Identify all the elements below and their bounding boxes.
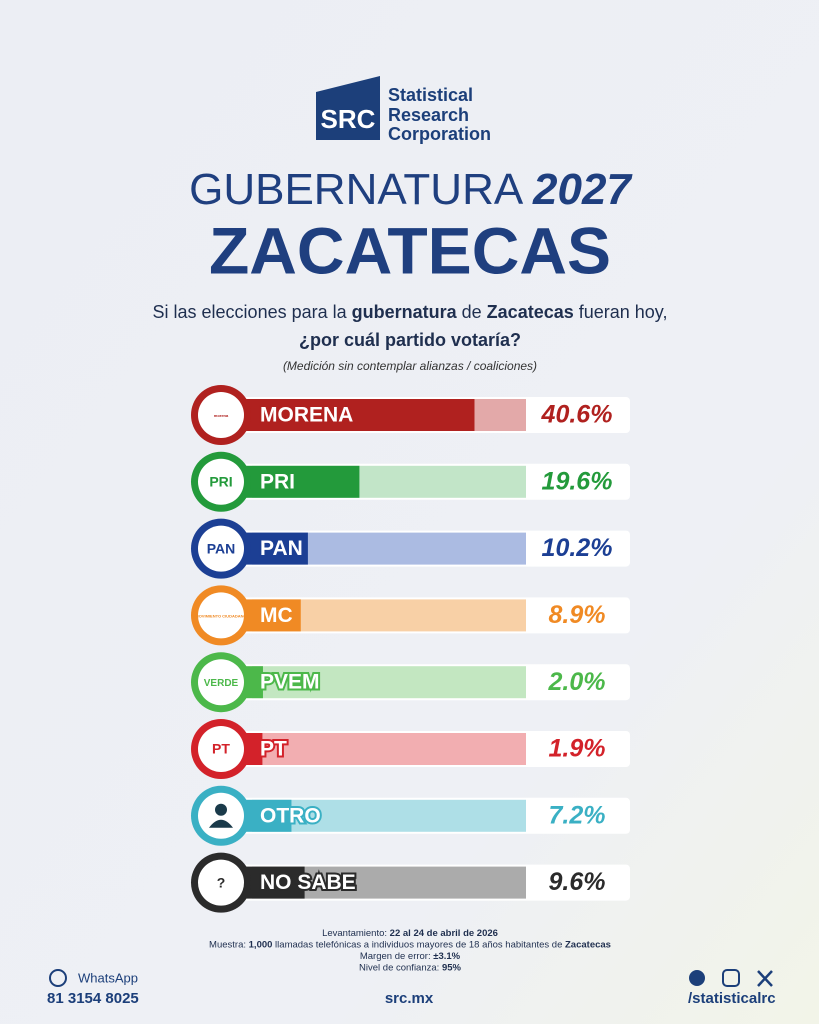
value-box	[526, 733, 628, 765]
site[interactable]: src.mx	[385, 990, 434, 1007]
instagram-icon[interactable]	[722, 969, 740, 987]
bar	[252, 799, 292, 832]
value-label: 9.6%	[549, 868, 606, 896]
whatsapp-icon	[49, 969, 67, 987]
bar	[252, 465, 360, 498]
value-label: 7.2%	[549, 801, 606, 829]
facebook-icon[interactable]	[689, 970, 705, 986]
headline-main: GUBERNATURA	[189, 165, 524, 214]
value-box	[526, 866, 628, 899]
person-icon-head	[215, 803, 227, 816]
value-box	[526, 532, 628, 565]
category-label: PT	[260, 738, 287, 761]
bar	[252, 399, 475, 431]
party-logo-inner	[198, 592, 244, 639]
note: (Medición sin contemplar alianzas / coal…	[283, 359, 537, 373]
logo-text: PAN	[207, 540, 236, 556]
bar	[252, 599, 301, 632]
text-segment: ±3.1%	[433, 951, 460, 962]
category-label: MORENA	[260, 404, 353, 427]
bar-remainder	[252, 666, 526, 699]
value-label: 8.9%	[549, 601, 606, 629]
question: Si las elecciones para la gubernatura de…	[153, 302, 668, 350]
text-segment: ¿por cuál partido votaría?	[299, 330, 521, 350]
value-label: 40.6%	[541, 401, 613, 429]
text-segment: Nivel de confianza:	[359, 962, 442, 973]
text-segment: Si las elecciones para la	[153, 302, 352, 322]
party-logo-inner	[198, 859, 244, 906]
phone: 81 3154 8025	[47, 990, 139, 1007]
text-line: Margen de error: ±3.1%	[360, 951, 461, 962]
text-segment: Muestra:	[209, 939, 249, 950]
text-segment: fueran hoy,	[574, 302, 668, 322]
text-segment: 22 al 24 de abril de 2026	[390, 928, 498, 939]
person-icon-body	[209, 819, 233, 828]
footer: WhatsApp 81 3154 8025 src.mx /statistica…	[47, 969, 776, 1007]
logo-text: VERDE	[204, 678, 239, 689]
headline-year: 2027	[532, 165, 633, 214]
category-label: PRI	[260, 470, 295, 493]
bar	[252, 532, 308, 565]
brand-line: Statistical	[388, 85, 473, 105]
logo-text: morena	[214, 413, 229, 418]
brand-mark: SRC	[321, 104, 376, 134]
chart: MORENA 40.6% morena PRI 19.6% PRI PAN 10.2% PAN M…	[191, 385, 630, 913]
text-line: ¿por cuál partido votaría?	[299, 330, 521, 350]
logo-text: MOVIMIENTO CIUDADANO	[195, 613, 246, 618]
text-segment: 95%	[442, 962, 462, 973]
brand-line: Research	[388, 105, 469, 125]
bar	[252, 733, 263, 765]
category-label: NO SABE	[260, 871, 356, 894]
value-label: 2.0%	[548, 668, 606, 696]
text-segment: Levantamiento:	[322, 928, 390, 939]
logo-text: ?	[217, 874, 226, 890]
value-label: 1.9%	[549, 735, 606, 763]
party-logo-inner	[198, 726, 244, 772]
text-line: Nivel de confianza: 95%	[359, 962, 461, 973]
text-segment: gubernatura	[352, 302, 458, 322]
value-box	[526, 399, 628, 431]
text-line: Muestra: 1,000 llamadas telefónicas a in…	[209, 939, 611, 950]
bar	[252, 866, 305, 899]
category-label: MC	[260, 604, 293, 627]
value-box	[526, 799, 628, 832]
brand-line: Corporation	[388, 124, 491, 144]
text-segment: 1,000	[249, 939, 273, 950]
x-icon[interactable]	[757, 970, 773, 987]
handle: /statisticalrc	[688, 990, 776, 1007]
whatsapp-label: WhatsApp	[78, 970, 138, 985]
bar-remainder	[252, 799, 526, 832]
headline-state: ZACATECAS	[209, 213, 611, 287]
brand-logo: SRC Statistical Research Corporation	[316, 76, 491, 144]
text-segment: llamadas telefónicas a individuos mayore…	[272, 939, 565, 950]
value-box	[526, 666, 628, 699]
logo-text: PT	[212, 741, 230, 757]
text-line: Si las elecciones para la gubernatura de…	[153, 302, 668, 322]
value-box	[526, 599, 628, 632]
category-label: PVEM	[260, 671, 320, 694]
text-segment: Margen de error:	[360, 951, 433, 962]
text-segment: Zacatecas	[565, 939, 611, 950]
value-label: 10.2%	[542, 534, 613, 562]
party-logo-inner	[198, 392, 244, 438]
logo-text: PRI	[209, 474, 232, 490]
category-label: PAN	[260, 537, 303, 560]
brand-shape	[316, 76, 380, 140]
value-label: 19.6%	[542, 467, 613, 495]
party-logo-inner	[198, 458, 244, 505]
value-box	[526, 465, 628, 498]
text-segment: Zacatecas	[487, 302, 574, 322]
headline: GUBERNATURA 2027	[189, 165, 633, 214]
party-logo-inner	[198, 525, 244, 572]
category-label: OTRO	[260, 804, 321, 827]
bar	[252, 666, 263, 699]
methodology: Levantamiento: 22 al 24 de abril de 2026…	[209, 928, 611, 974]
text-segment: de	[457, 302, 487, 322]
text-line: Levantamiento: 22 al 24 de abril de 2026	[322, 928, 498, 939]
party-logo-inner	[198, 659, 244, 706]
bar-remainder	[252, 733, 526, 765]
